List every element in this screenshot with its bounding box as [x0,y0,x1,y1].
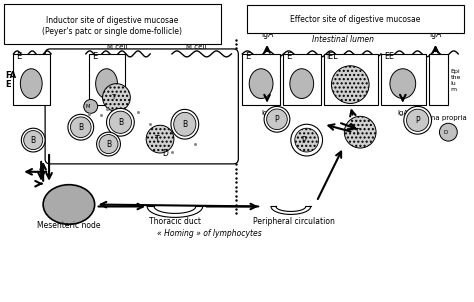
Text: T: T [155,135,159,144]
Text: T: T [111,95,116,101]
Ellipse shape [99,135,118,154]
Ellipse shape [439,123,457,141]
Text: Mesenteric node: Mesenteric node [37,221,100,230]
Ellipse shape [24,130,43,149]
Ellipse shape [290,69,314,98]
Text: Lamina propria: Lamina propria [414,115,467,121]
Text: E: E [91,52,97,61]
Text: Epi
the
lu
m: Epi the lu m [450,69,461,92]
Text: E: E [6,80,11,89]
Bar [428,54,448,105]
Bar [13,54,50,105]
Text: E: E [286,52,291,61]
Text: M cell: M cell [185,44,206,50]
Ellipse shape [71,117,91,137]
Ellipse shape [174,112,196,136]
Text: Intestinal lumen: Intestinal lumen [312,35,374,44]
Bar [283,54,320,105]
Ellipse shape [84,99,98,113]
Text: Peripheral circulation: Peripheral circulation [253,217,335,226]
Ellipse shape [390,69,416,98]
Ellipse shape [331,66,369,104]
Text: P: P [415,116,420,125]
Text: B: B [106,140,111,149]
Text: E: E [245,52,250,61]
Text: P: P [274,115,279,124]
Text: T: T [355,128,360,137]
Ellipse shape [291,124,322,156]
Text: B: B [31,136,36,145]
Text: P: P [301,136,306,145]
Ellipse shape [20,69,42,98]
Ellipse shape [102,84,130,111]
Ellipse shape [264,106,290,132]
Ellipse shape [344,116,376,148]
Text: D: D [443,130,447,135]
Text: IgA: IgA [262,110,273,116]
Ellipse shape [249,69,273,98]
Ellipse shape [21,128,45,152]
Polygon shape [147,207,203,217]
Text: B: B [182,120,187,129]
Text: IgA: IgA [397,110,409,116]
Ellipse shape [109,111,131,133]
Bar [242,54,280,105]
FancyBboxPatch shape [45,49,238,164]
FancyBboxPatch shape [3,4,221,44]
Ellipse shape [171,109,199,139]
Text: (Peyer's patc or single dome-follicle): (Peyer's patc or single dome-follicle) [43,27,182,36]
Bar [89,54,125,105]
Text: E: E [17,52,22,61]
Text: B: B [78,123,83,132]
Polygon shape [271,207,310,214]
Bar [381,54,426,105]
Text: D: D [162,149,168,158]
Bar [324,54,378,105]
Text: EE: EE [384,52,394,61]
Ellipse shape [68,114,94,140]
Text: Effector site of digestive mucosae: Effector site of digestive mucosae [290,15,420,24]
Text: IgA: IgA [429,30,442,39]
Ellipse shape [295,128,319,152]
Ellipse shape [107,108,134,136]
Ellipse shape [404,106,431,134]
Text: IgA: IgA [261,30,273,39]
Text: Inductor site of digestive mucosae: Inductor site of digestive mucosae [46,16,179,25]
Text: « Homing » of lymphocytes: « Homing » of lymphocytes [157,229,262,238]
Ellipse shape [267,109,287,130]
Ellipse shape [43,185,95,224]
Text: M cell: M cell [107,44,128,50]
Text: M: M [85,104,90,109]
Ellipse shape [146,125,174,153]
Ellipse shape [97,132,120,156]
Text: Intestinal lumen: Intestinal lumen [82,35,144,44]
Text: FA: FA [6,71,17,80]
Ellipse shape [96,69,118,98]
Text: B: B [118,118,123,127]
FancyBboxPatch shape [247,5,464,33]
Text: Thoracic duct: Thoracic duct [149,217,201,226]
Ellipse shape [407,109,429,131]
Text: IEL: IEL [327,52,338,61]
